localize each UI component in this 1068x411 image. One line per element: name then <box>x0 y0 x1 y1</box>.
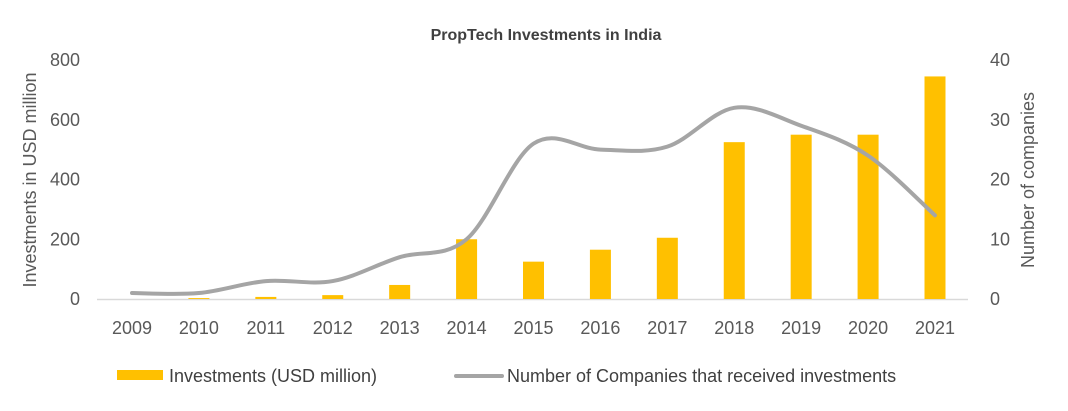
x-tick-label: 2018 <box>714 318 754 338</box>
y-tick-label: 600 <box>50 110 80 130</box>
bar-2013 <box>389 284 411 299</box>
bar-2017 <box>656 237 678 299</box>
x-tick-label: 2016 <box>580 318 620 338</box>
bar-2018 <box>723 142 745 299</box>
y2-tick-label: 10 <box>990 229 1010 249</box>
y-axis-title: Investments in USD million <box>20 72 40 287</box>
legend-label-investments: Investments (USD million) <box>169 366 377 386</box>
y2-axis-title: Number of companies <box>1018 92 1038 268</box>
x-tick-label: 2020 <box>848 318 888 338</box>
bar-2010 <box>188 298 210 299</box>
chart-title: PropTech Investments in India <box>431 27 662 44</box>
bar-2016 <box>589 249 611 299</box>
bar-2020 <box>857 134 879 299</box>
bar-2021 <box>924 76 946 300</box>
y2-tick-label: 20 <box>990 170 1010 190</box>
y-tick-label: 800 <box>50 50 80 70</box>
y-tick-label: 400 <box>50 170 80 190</box>
x-tick-label: 2021 <box>915 318 955 338</box>
legend-label-companies: Number of Companies that received invest… <box>507 366 896 386</box>
x-tick-label: 2015 <box>513 318 553 338</box>
x-tick-label: 2012 <box>313 318 353 338</box>
x-tick-label: 2011 <box>246 318 285 338</box>
y-tick-label: 0 <box>70 289 80 309</box>
y2-tick-label: 0 <box>990 289 1000 309</box>
legend-swatch-investments <box>117 370 163 380</box>
x-tick-label: 2017 <box>647 318 687 338</box>
x-tick-label: 2010 <box>179 318 219 338</box>
y2-tick-label: 30 <box>990 110 1010 130</box>
y2-tick-label: 40 <box>990 50 1010 70</box>
bar-2014 <box>456 239 478 299</box>
bar-2019 <box>790 134 812 299</box>
y-tick-label: 200 <box>50 229 80 249</box>
bar-2012 <box>322 295 344 299</box>
x-tick-label: 2009 <box>112 318 152 338</box>
bar-2015 <box>523 261 544 299</box>
legend: Investments (USD million) Number of Comp… <box>117 366 896 386</box>
x-tick-label: 2014 <box>447 318 487 338</box>
bar-2011 <box>255 296 277 299</box>
x-tick-label: 2019 <box>781 318 821 338</box>
x-tick-label: 2013 <box>380 318 420 338</box>
